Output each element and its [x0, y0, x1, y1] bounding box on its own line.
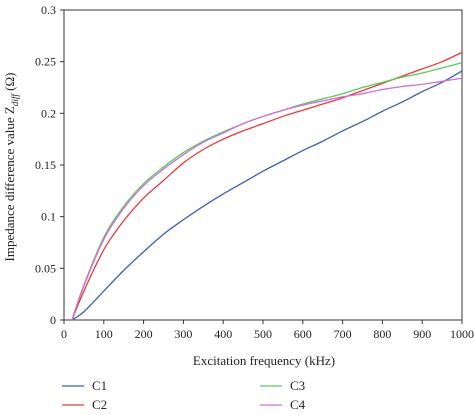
y-tick-label: 0.1	[41, 210, 56, 224]
x-tick-label: 700	[334, 327, 352, 341]
legend-label-c3: C3	[290, 378, 305, 393]
x-tick-label: 800	[373, 327, 391, 341]
y-tick-label: 0.25	[35, 55, 56, 69]
y-tick-label: 0.2	[41, 106, 56, 120]
y-axis-label: Impedance difference value Zdiff (Ω)	[2, 73, 20, 262]
y-axis-label-unit: (Ω)	[2, 73, 17, 95]
series-line-c1	[71, 70, 463, 321]
y-axis-label-subscript: diff	[10, 93, 20, 107]
x-tick-label: 400	[214, 327, 232, 341]
y-tick-label: 0	[50, 313, 56, 327]
plot-frame	[63, 9, 463, 321]
legend: C1 C2 C3 C4	[62, 378, 306, 412]
legend-label-c4: C4	[290, 397, 306, 412]
y-tick-label: 0.15	[35, 158, 56, 172]
x-tick-label: 600	[294, 327, 312, 341]
x-tick-label: 900	[413, 327, 431, 341]
x-tick-label: 300	[174, 327, 192, 341]
x-axis-label: Excitation frequency (kHz)	[193, 353, 335, 368]
y-tick-label: 0.3	[41, 3, 56, 17]
series-line-c2	[71, 51, 463, 321]
x-tick-label: 100	[95, 327, 113, 341]
legend-label-c2: C2	[92, 397, 107, 412]
x-tick-label: 1000	[450, 327, 474, 341]
x-tick-label: 500	[254, 327, 272, 341]
x-tick-label: 200	[135, 327, 153, 341]
legend-label-c1: C1	[92, 378, 107, 393]
series-line-c4	[71, 77, 463, 321]
y-tick-label: 0.05	[35, 261, 56, 275]
x-tick-label: 0	[61, 327, 67, 341]
y-axis-label-main: Impedance difference value Z	[2, 106, 17, 261]
